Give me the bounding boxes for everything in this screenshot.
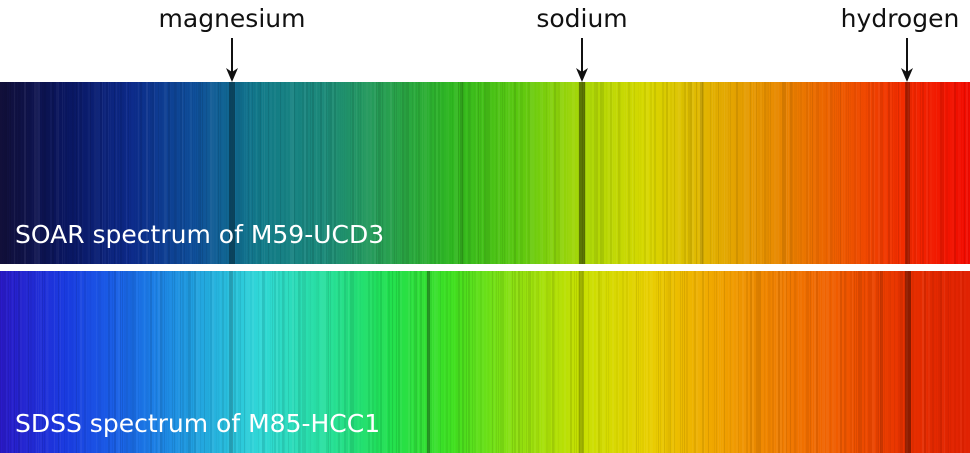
magnesium-label: magnesium: [158, 4, 306, 33]
sdss-spectrum-band: SDSS spectrum of M85-HCC1: [0, 271, 970, 453]
sodium-label: sodium: [536, 4, 628, 33]
sodium-arrow-icon: [576, 38, 588, 82]
sdss-spectrum-graphic: [0, 271, 970, 453]
soar-spectrum-caption: SOAR spectrum of M59-UCD3: [15, 220, 385, 249]
soar-spectrum-graphic: [0, 82, 970, 264]
soar-spectrum-band: SOAR spectrum of M59-UCD3: [0, 82, 970, 264]
magnesium-arrow-icon: [226, 38, 238, 82]
hydrogen-arrow-icon: [901, 38, 913, 82]
sdss-spectrum-caption: SDSS spectrum of M85-HCC1: [15, 409, 381, 438]
hydrogen-label: hydrogen: [840, 4, 960, 33]
